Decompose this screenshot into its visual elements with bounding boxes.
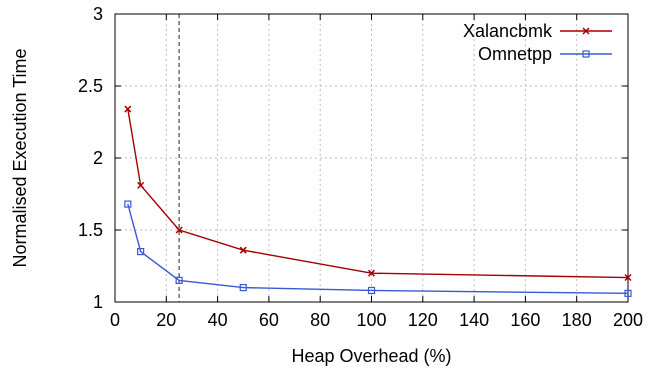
- data-point: [624, 289, 632, 297]
- data-point: [175, 226, 183, 234]
- x-tick-label: 180: [562, 310, 592, 330]
- series-omnetpp: [124, 200, 632, 297]
- y-axis-title: Normalised Execution Time: [10, 48, 30, 267]
- x-tick-label: 120: [408, 310, 438, 330]
- grid: [115, 14, 628, 302]
- x-tick-label: 60: [259, 310, 279, 330]
- x-tick-label: 160: [510, 310, 540, 330]
- y-tick-label: 1: [93, 292, 103, 312]
- y-tick-label: 1.5: [78, 220, 103, 240]
- data-point: [582, 50, 590, 58]
- data-point: [137, 248, 145, 256]
- data-point: [137, 181, 145, 189]
- x-tick-label: 20: [156, 310, 176, 330]
- y-tick-label: 2.5: [78, 76, 103, 96]
- x-axis-title: Heap Overhead (%): [291, 346, 451, 366]
- legend-label: Omnetpp: [478, 44, 552, 64]
- data-point: [124, 200, 132, 208]
- axis-ticks: 0 20 40 60 80 100 120 140 160 180 200 1 1.5 2 2.5 3: [78, 4, 643, 330]
- x-tick-label: 200: [613, 310, 643, 330]
- data-point: [624, 273, 632, 282]
- legend-label: Xalancbmk: [463, 21, 553, 41]
- x-tick-label: 140: [459, 310, 489, 330]
- data-point: [582, 27, 590, 35]
- data-point: [175, 276, 183, 284]
- y-tick-label: 2: [93, 148, 103, 168]
- data-point: [239, 284, 247, 292]
- x-tick-label: 80: [310, 310, 330, 330]
- series-xalancbmk: [124, 105, 632, 282]
- legend: Xalancbmk Omnetpp: [463, 21, 612, 64]
- series-line: [127, 203, 629, 295]
- data-point: [367, 269, 376, 277]
- series-line: [127, 108, 629, 279]
- data-point: [124, 105, 132, 113]
- x-tick-label: 100: [356, 310, 386, 330]
- data-point: [367, 286, 376, 295]
- y-tick-label: 3: [93, 4, 103, 24]
- x-tick-label: 40: [208, 310, 228, 330]
- series-group: [124, 105, 632, 297]
- data-point: [239, 246, 247, 254]
- x-tick-label: 0: [110, 310, 120, 330]
